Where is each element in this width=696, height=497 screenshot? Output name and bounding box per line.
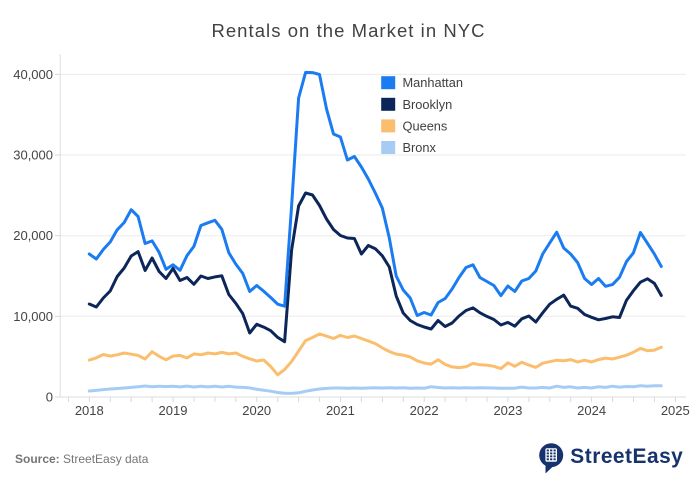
svg-text:Queens: Queens xyxy=(403,118,448,133)
svg-text:2023: 2023 xyxy=(493,403,522,418)
svg-text:2024: 2024 xyxy=(577,403,606,418)
svg-text:2020: 2020 xyxy=(242,403,271,418)
svg-text:Brooklyn: Brooklyn xyxy=(403,97,453,112)
svg-text:10,000: 10,000 xyxy=(13,309,53,324)
svg-text:2021: 2021 xyxy=(326,403,355,418)
svg-text:Rentals on the Market in NYC: Rentals on the Market in NYC xyxy=(211,20,485,41)
svg-text:2019: 2019 xyxy=(159,403,188,418)
svg-text:Source: StreetEasy data: Source: StreetEasy data xyxy=(15,452,149,466)
svg-text:2025: 2025 xyxy=(661,403,690,418)
svg-text:30,000: 30,000 xyxy=(13,148,53,163)
svg-text:Bronx: Bronx xyxy=(403,140,437,155)
svg-text:StreetEasy: StreetEasy xyxy=(570,445,683,468)
svg-text:40,000: 40,000 xyxy=(13,67,53,82)
svg-text:2022: 2022 xyxy=(410,403,439,418)
svg-text:0: 0 xyxy=(46,390,53,405)
svg-text:20,000: 20,000 xyxy=(13,228,53,243)
svg-text:2018: 2018 xyxy=(75,403,104,418)
svg-text:Manhattan: Manhattan xyxy=(403,75,463,90)
